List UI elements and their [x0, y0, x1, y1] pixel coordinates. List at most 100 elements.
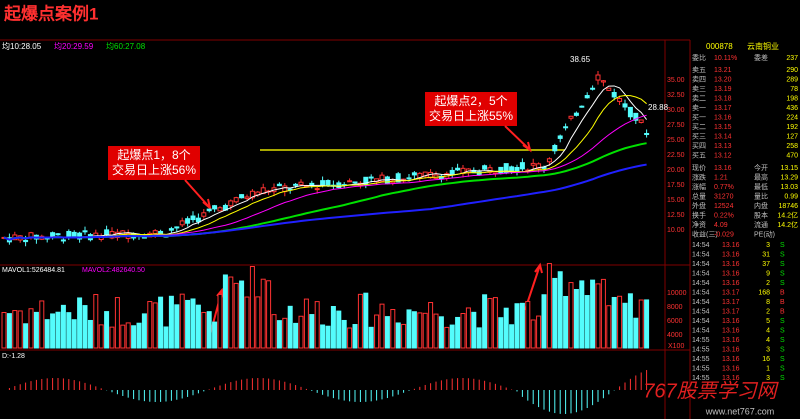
- trade-volume: 4: [766, 337, 770, 344]
- candle: [584, 95, 590, 99]
- candle: [368, 176, 374, 179]
- volume-bar: [465, 307, 471, 349]
- volume-bar: [163, 326, 169, 349]
- volume-bar: [406, 309, 412, 349]
- axis-label: X100: [668, 343, 684, 350]
- candle: [455, 167, 461, 171]
- candle: [179, 220, 185, 226]
- volume-bar: [233, 282, 239, 349]
- book-price: 13.19: [714, 86, 732, 93]
- moving-average: [3, 85, 647, 241]
- volume-bar: [352, 324, 358, 349]
- volume-bar: [222, 274, 228, 349]
- book-volume: 78: [790, 86, 798, 93]
- candle: [320, 180, 326, 186]
- candle: [201, 212, 207, 217]
- candle: [563, 126, 569, 129]
- candle: [336, 182, 342, 189]
- trade-price: 13.16: [722, 280, 740, 287]
- trade-price: 13.16: [722, 242, 740, 249]
- volume-bar: [114, 297, 120, 349]
- candle: [55, 233, 61, 236]
- volume-bar: [622, 302, 628, 349]
- volume-bar: [276, 320, 282, 349]
- trade-volume: 168: [758, 289, 770, 296]
- candle: [239, 194, 245, 199]
- book-volume: 290: [786, 67, 798, 74]
- candle: [82, 230, 88, 233]
- vol-legend: MAVOL2:482640.50: [82, 267, 145, 274]
- volume-bar: [23, 323, 29, 349]
- quote-cell: 委比: [692, 53, 706, 62]
- trade-side: S: [780, 280, 785, 287]
- volume-bar: [314, 301, 320, 349]
- macd-legend: D:-1.28: [2, 353, 25, 360]
- candle: [217, 207, 223, 212]
- quote-cell: 涨幅: [692, 182, 706, 191]
- volume-bar: [401, 323, 407, 349]
- volume-bar: [260, 278, 266, 349]
- volume-bar: [120, 324, 126, 349]
- quote-cell: 13.15: [780, 165, 798, 172]
- volume-bar: [368, 326, 374, 349]
- candle: [622, 103, 628, 108]
- volume-bar: [633, 317, 639, 349]
- annotation: 交易日上涨56%: [112, 162, 196, 177]
- trade-volume: 2: [766, 280, 770, 287]
- trade-volume: 3: [766, 375, 770, 382]
- book-volume: 289: [786, 76, 798, 83]
- price-mark: 38.65: [570, 55, 591, 64]
- candle: [379, 174, 385, 182]
- axis-label: 4000: [667, 332, 683, 339]
- axis-label: 10000: [667, 290, 687, 297]
- volume-bar: [287, 305, 293, 349]
- trade-price: 13.17: [722, 289, 740, 296]
- trade-volume: 1: [766, 365, 770, 372]
- price-mark: 28.88: [648, 103, 669, 112]
- candle: [487, 167, 493, 173]
- volume-bar: [266, 280, 272, 349]
- quote-cell: 14.2亿: [777, 220, 798, 229]
- book-volume: 198: [786, 95, 798, 102]
- trade-time: 14:54: [692, 242, 710, 249]
- candle: [638, 119, 644, 123]
- trade-time: 14:54: [692, 308, 710, 315]
- volume-bar: [71, 319, 77, 349]
- candle: [595, 74, 601, 81]
- book-price: 13.15: [714, 124, 732, 131]
- book-label: 卖二: [692, 94, 706, 102]
- book-price: 13.20: [714, 76, 732, 83]
- volume-bar: [55, 311, 61, 349]
- trade-time: 14:54: [692, 289, 710, 296]
- candle: [536, 163, 542, 170]
- volume-bar: [201, 311, 207, 349]
- trade-time: 14:55: [692, 365, 710, 372]
- volume-bar: [298, 315, 304, 349]
- volume-bar: [109, 326, 115, 349]
- volume-bar: [33, 311, 39, 349]
- quote-cell: 18746: [779, 203, 799, 210]
- trade-time: 14:55: [692, 375, 710, 382]
- volume-bar: [44, 319, 50, 349]
- candle: [644, 133, 650, 136]
- arrow: [504, 125, 532, 153]
- volume-bar: [309, 314, 315, 349]
- volume-bar: [141, 313, 147, 349]
- volume-bar: [293, 322, 299, 349]
- volume-bar: [498, 317, 504, 349]
- volume-bar: [136, 322, 142, 349]
- volume-bar: [320, 324, 326, 349]
- candle: [206, 208, 212, 212]
- candle: [233, 197, 239, 203]
- volume-bar: [579, 280, 585, 349]
- trade-price: 13.16: [722, 346, 740, 353]
- volume-bar: [28, 308, 34, 349]
- volume-bar: [244, 296, 250, 349]
- volume-bar: [93, 294, 99, 349]
- quote-cell: 13.16: [714, 165, 732, 172]
- volume-bar: [546, 263, 552, 349]
- volume-bar: [255, 296, 261, 349]
- quote-cell: 12524: [714, 203, 734, 210]
